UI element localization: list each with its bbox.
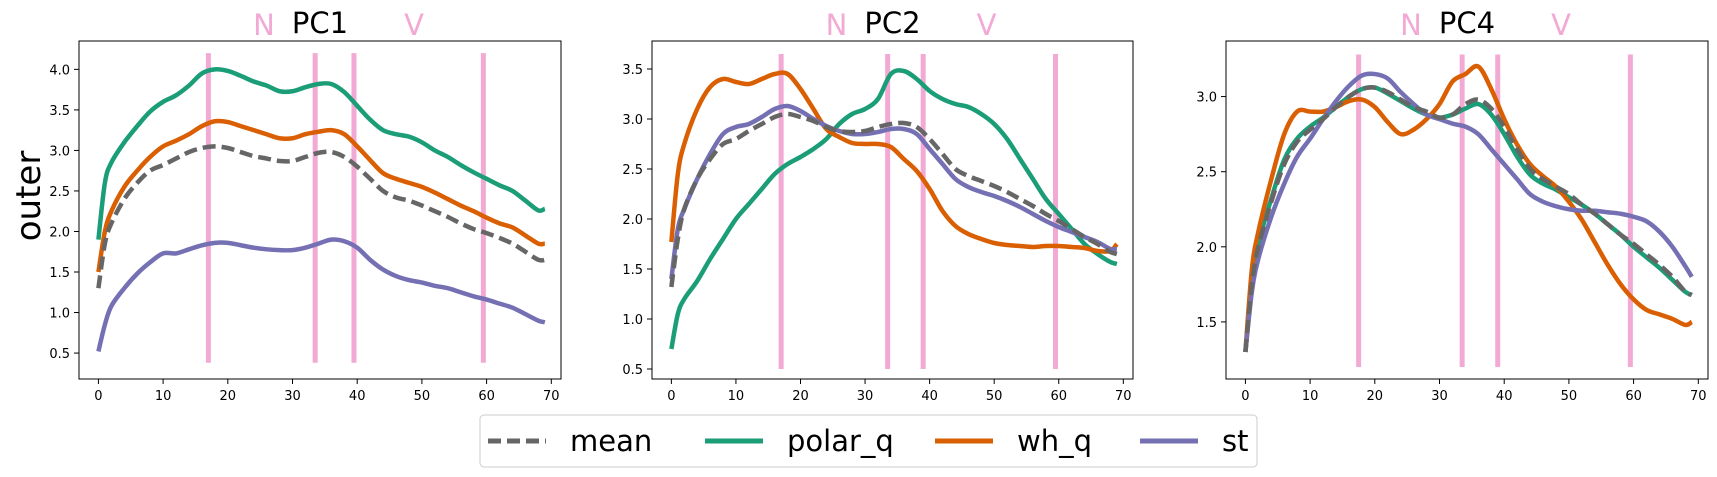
x-tick-label: 70 [1690,389,1707,404]
series-line-mean [1243,85,1693,353]
x-tick-label: 0 [94,389,102,404]
y-tick-label: 1.0 [622,313,643,328]
y-tick-label: 2.0 [1196,241,1217,256]
annotation-n: N [826,8,848,42]
plot-frame [78,40,562,380]
annotation-n: N [253,8,275,42]
annotation-n: N [1400,8,1422,42]
x-tick-label: 60 [1625,389,1642,404]
series-line-st [1243,71,1694,353]
legend: mean polar_q wh_q st [479,414,1258,468]
annotation-v: V [404,8,424,42]
y-tick-label: 1.5 [1196,316,1217,331]
y-tick-label: 4.0 [49,63,70,78]
x-tick-label: 20 [792,389,809,404]
chart-panel-pc2: PC2 N V 0 10 20 30 40 50 60 70 0.5 1.0 1.5 2.0 2.5 3.0 3.… [622,6,1134,404]
x-tick-label: 40 [1496,389,1513,404]
x-tick-label: 60 [478,389,495,404]
legend-label-wh-q: wh_q [1017,424,1092,458]
x-tick-label: 30 [284,389,301,404]
series-line-wh-q [1243,63,1694,353]
plot-frame [651,40,1134,380]
x-tick-label: 10 [1302,389,1319,404]
series-line-polar-q [96,67,546,240]
series-line-mean [96,144,546,289]
legend-label-polar-q: polar_q [787,424,894,458]
x-tick-label: 10 [155,389,172,404]
y-tick-label: 2.5 [49,185,70,200]
chart-panel-pc4: PC4 N V 0 10 20 30 40 50 60 70 1.5 2.0 2.5 3.0 [1196,6,1709,404]
y-tick-label: 2.5 [622,163,643,178]
x-tick-label: 20 [1367,389,1384,404]
y-axis-label: outer [9,151,49,242]
x-tick-label: 0 [667,389,675,404]
annotation-v: V [977,8,997,42]
y-tick-label: 2.0 [622,213,643,228]
x-tick-label: 30 [857,389,874,404]
series-line-polar-q [669,68,1118,350]
series-line-mean [669,111,1118,288]
y-tick-label: 3.5 [49,104,70,119]
x-tick-label: 70 [543,389,560,404]
x-tick-label: 10 [728,389,745,404]
chart-title: PC2 [864,6,920,40]
plot-frame [1225,40,1709,380]
series-line-st [669,103,1118,280]
x-tick-label: 20 [220,389,237,404]
series-line-wh-q [669,70,1119,254]
x-tick-label: 0 [1241,389,1249,404]
chart-title: PC1 [292,6,348,40]
x-tick-label: 70 [1115,389,1132,404]
legend-label-st: st [1222,424,1248,458]
y-tick-label: 0.5 [622,363,643,378]
y-tick-label: 1.0 [49,307,70,322]
y-tick-label: 3.5 [622,63,643,78]
x-tick-label: 50 [986,389,1003,404]
y-tick-label: 3.0 [1196,91,1217,106]
x-tick-label: 30 [1431,389,1448,404]
y-tick-label: 1.5 [622,263,643,278]
y-tick-label: 0.5 [49,347,70,362]
chart-title: PC4 [1439,6,1495,40]
y-tick-label: 3.0 [622,113,643,128]
legend-frame [479,414,1258,468]
y-tick-label: 2.0 [49,225,70,240]
series-line-st [96,237,546,352]
x-tick-label: 40 [921,389,938,404]
x-tick-label: 60 [1050,389,1067,404]
legend-label-mean: mean [570,424,652,458]
y-tick-label: 3.0 [49,144,70,159]
x-tick-label: 50 [414,389,431,404]
y-tick-label: 1.5 [49,266,70,281]
series-line-wh-q [96,118,546,273]
chart-panel-pc1: PC1 N V 0 10 20 30 40 50 60 70 0.5 1.0 1.5 2.0 2.5 3.0 3.… [49,6,562,404]
x-tick-label: 40 [349,389,366,404]
annotation-v: V [1551,8,1571,42]
x-tick-label: 50 [1561,389,1578,404]
y-tick-label: 2.5 [1196,166,1217,181]
